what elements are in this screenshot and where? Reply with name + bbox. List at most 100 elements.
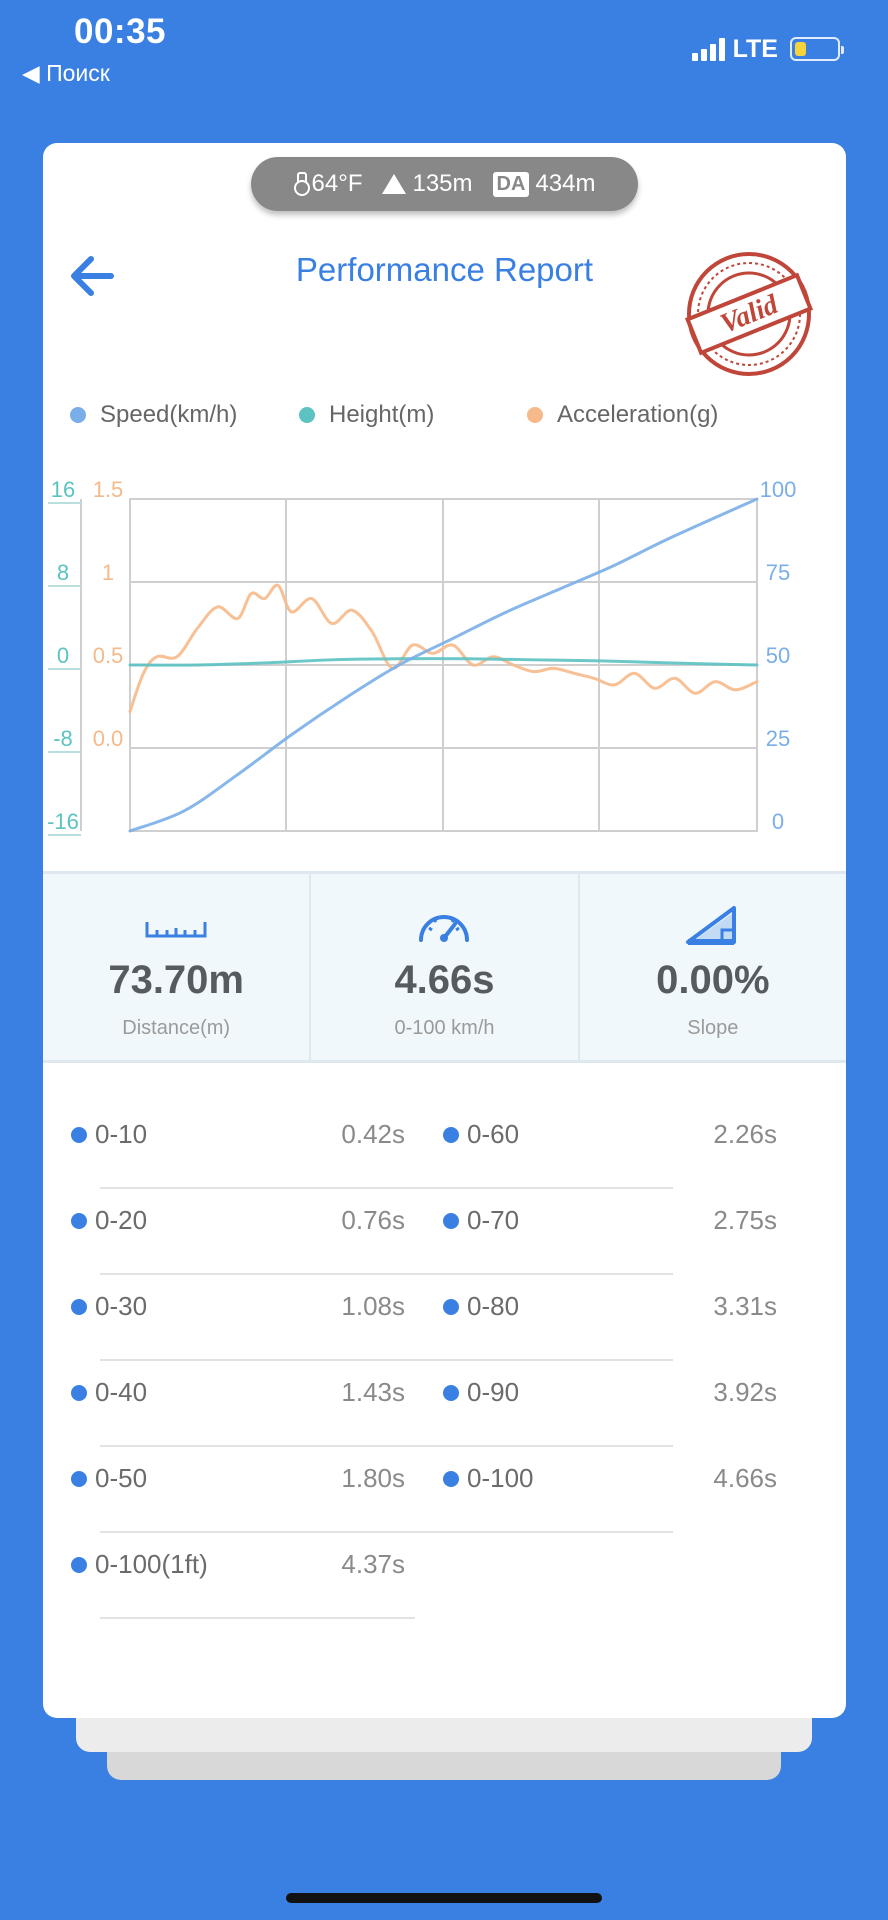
performance-report-card: 64°F 135m DA 434m Performance Report Val… [43,143,846,1718]
mountain-icon [382,174,407,194]
battery-fill [795,42,806,56]
list-item: 0-70 2.75s [415,1189,787,1275]
legend-item-speed: Speed(km/h) [70,401,237,429]
performance-chart: 16 8 0 -8 -16 1.5 1 0.5 0.0 100 75 50 25 0 [47,477,797,836]
list-item: 0-60 2.26s [415,1103,787,1189]
bullet-dot-icon [71,1471,87,1487]
distance-value: 73.70m [108,958,244,1002]
slope-label: Slope [687,1017,739,1039]
list-item: 0-10 0.42s [43,1103,415,1189]
thermometer-icon [293,172,310,196]
page-title: Performance Report [295,251,594,288]
stat-distance: 73.70m Distance(m) [43,874,312,1060]
bullet-dot-icon [443,1471,459,1487]
bullet-dot-icon [443,1213,459,1229]
timing-value: 1.08s [341,1291,405,1321]
timing-range: 0-20 [95,1205,148,1235]
conditions-pill: 64°F 135m DA 434m [251,157,638,211]
ruler-icon [145,922,207,938]
bullet-dot-icon [443,1127,459,1143]
acceleration-time-value: 4.66s [394,958,495,1002]
timing-value: 2.75s [713,1205,777,1235]
row-divider [415,1359,673,1361]
density-altitude-value: 434m [535,170,596,197]
stat-acceleration-time: 4.66s 0-100 km/h [311,874,580,1060]
signal-icon [691,37,725,61]
density-altitude-item: DA 434m [492,170,596,198]
slope-value: 0.00% [656,958,770,1002]
list-item: 0-40 1.43s [43,1361,415,1447]
timing-range: 0-10 [95,1119,148,1149]
altitude-item: 135m [382,170,473,198]
timing-range: 0-30 [95,1291,148,1321]
timing-range: 0-100(1ft) [95,1549,208,1579]
height-axis-tick-label: 16 [51,477,75,502]
temperature-value: 64°F [311,170,363,197]
speed-axis-tick-label: 50 [766,643,790,668]
timing-value: 1.80s [341,1463,405,1493]
legend-dot-height [299,407,315,423]
timing-range: 0-50 [95,1463,148,1493]
bullet-dot-icon [71,1385,87,1401]
legend-item-height: Height(m) [299,401,434,429]
legend-label-speed: Speed(km/h) [100,401,238,428]
speed-axis-tick-label: 75 [766,560,790,585]
acceleration-series-line [128,583,759,713]
list-item: 0-30 1.08s [43,1275,415,1361]
valid-stamp-icon: Valid [684,252,814,376]
status-indicators: LTE [691,34,844,64]
speed-axis-tick-label: 0 [772,809,784,834]
list-item: 0-100 4.66s [415,1447,787,1533]
height-axis-tick-label: 8 [57,560,69,585]
height-axis-tick-label: -8 [53,726,73,751]
bullet-dot-icon [71,1213,87,1229]
row-divider [100,1187,415,1189]
timing-value: 2.26s [713,1119,777,1149]
legend-dot-speed [70,407,86,423]
altitude-value: 135m [412,170,473,197]
row-divider [100,1273,415,1275]
height-axis-tick-label: -16 [47,809,79,834]
timing-range: 0-60 [467,1119,520,1149]
bullet-dot-icon [71,1557,87,1573]
back-arrow-icon[interactable] [63,246,123,306]
height-axis-tick-label: 0 [57,643,69,668]
list-item: 0-100(1ft) 4.37s [43,1533,415,1619]
distance-label: Distance(m) [122,1017,231,1039]
accel-axis-tick-label: 1 [102,560,114,585]
row-divider [100,1359,415,1361]
timing-value: 0.76s [341,1205,405,1235]
da-badge: DA [492,171,530,197]
temperature-item: 64°F [293,170,363,198]
back-to-search-link[interactable]: ◀ Поиск [22,60,110,86]
height-series-line [128,657,759,667]
speed-axis-tick-label: 100 [760,477,797,502]
accel-axis-tick-label: 0.0 [93,726,124,751]
status-time: 00:35 [74,12,167,51]
legend-label-height: Height(m) [329,401,435,428]
bullet-dot-icon [71,1299,87,1315]
timing-range: 0-70 [467,1205,520,1235]
bullet-dot-icon [443,1385,459,1401]
row-divider [415,1445,673,1447]
speed-axis-tick-label: 25 [766,726,790,751]
row-divider [415,1273,673,1275]
row-divider [100,1445,415,1447]
list-item: 0-90 3.92s [415,1361,787,1447]
stat-slope: 0.00% Slope [580,874,846,1060]
bullet-dot-icon [71,1127,87,1143]
network-label: LTE [732,34,778,63]
acceleration-time-label: 0-100 km/h [394,1017,495,1039]
accel-axis-tick-label: 0.5 [93,643,124,668]
legend-item-acceleration: Acceleration(g) [527,401,718,429]
speedometer-icon [419,915,470,942]
accel-axis-tick-label: 1.5 [93,477,124,502]
chart-legend: Speed(km/h) Height(m) Acceleration(g) [43,401,846,441]
home-indicator[interactable] [286,1893,602,1903]
list-item: 0-80 3.31s [415,1275,787,1361]
timing-value: 4.37s [341,1549,405,1579]
timing-range: 0-80 [467,1291,520,1321]
row-divider [100,1617,415,1619]
list-item: 0-20 0.76s [43,1189,415,1275]
timing-value: 0.42s [341,1119,405,1149]
